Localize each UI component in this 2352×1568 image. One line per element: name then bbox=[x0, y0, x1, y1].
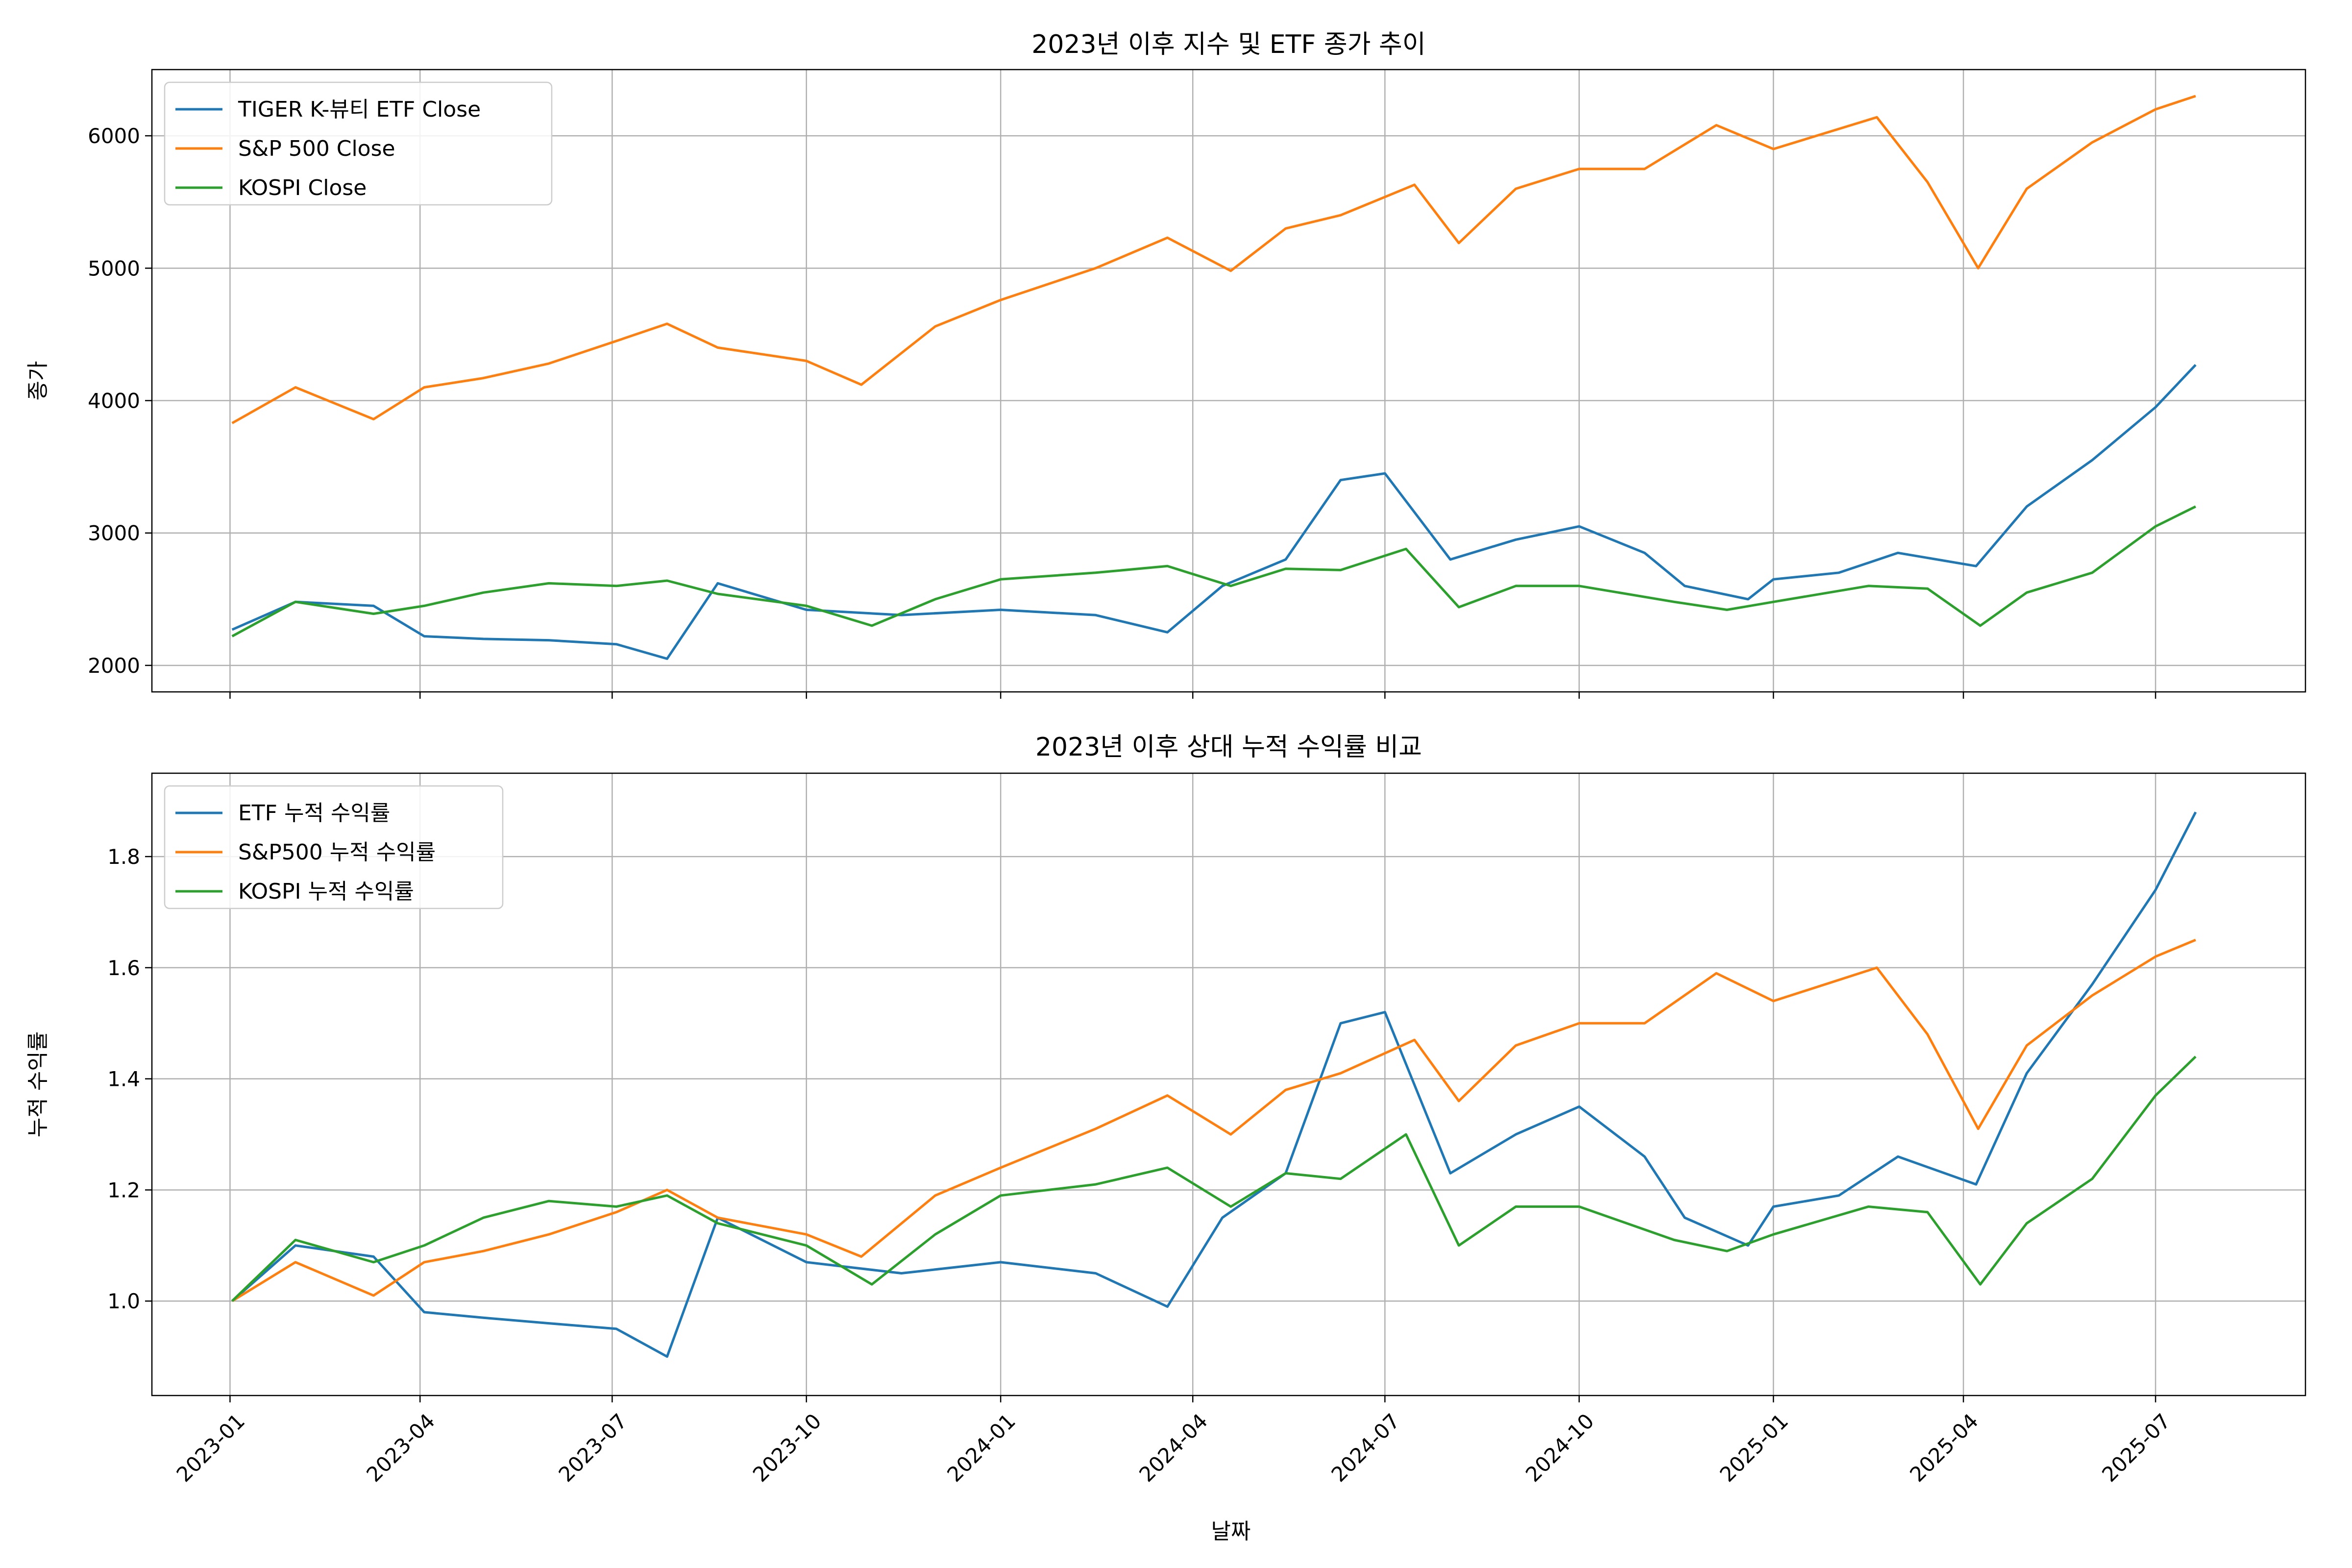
y-axis-label: 누적 수익률 bbox=[25, 1031, 50, 1137]
legend-label-2: KOSPI 누적 수익률 bbox=[238, 879, 414, 904]
x-tick-label: 2024-04 bbox=[1134, 1409, 1212, 1487]
legend-box bbox=[164, 785, 504, 909]
return-panel: 1.0 1.2 1.4 1.6 1.8 2023-01 2023-04 2023-07 2023… bbox=[25, 733, 2306, 1487]
legend-label-1: S&P 500 Close bbox=[238, 136, 395, 161]
x-tick-label: 2025-04 bbox=[1905, 1409, 1983, 1487]
series-line-2 bbox=[231, 1055, 2197, 1302]
legend-label-1: S&P500 누적 수익률 bbox=[238, 840, 436, 865]
y-tick-label: 6000 bbox=[88, 124, 140, 148]
x-tick-label: 2025-07 bbox=[2097, 1409, 2175, 1487]
series-line-0 bbox=[231, 811, 2197, 1358]
legend-box bbox=[164, 81, 553, 206]
y-tick-label: 5000 bbox=[88, 256, 140, 280]
x-tick-label: 2023-10 bbox=[748, 1409, 826, 1487]
y-tick-label: 1.0 bbox=[107, 1289, 140, 1313]
legend-label-2: KOSPI Close bbox=[238, 175, 367, 200]
x-tick-label: 2024-01 bbox=[942, 1409, 1020, 1487]
series-line-1 bbox=[231, 95, 2196, 424]
y-tick-label: 2000 bbox=[88, 654, 140, 678]
y-tick-label: 1.8 bbox=[107, 845, 140, 869]
x-tick-label: 2023-07 bbox=[554, 1409, 632, 1487]
y-tick-label: 3000 bbox=[88, 521, 140, 545]
y-tick-label: 1.4 bbox=[107, 1067, 140, 1091]
y-tick-label: 1.2 bbox=[107, 1178, 140, 1202]
x-tick-label: 2024-07 bbox=[1326, 1409, 1404, 1487]
series-line-1 bbox=[231, 938, 2196, 1302]
y-axis-label: 종가 bbox=[25, 361, 50, 401]
legend-label-0: TIGER K-뷰티 ETF Close bbox=[238, 97, 481, 122]
axes-frame bbox=[151, 69, 2306, 693]
price-panel: 2000 3000 4000 5000 6000 2023년 이후 지수 및 ETF 종가… bbox=[25, 30, 2306, 699]
x-tick-label: 2023-01 bbox=[172, 1409, 250, 1487]
y-tick-label: 4000 bbox=[88, 389, 140, 413]
x-tick-label: 2024-10 bbox=[1521, 1409, 1599, 1487]
chart-title: 2023년 이후 지수 및 ETF 종가 추이 bbox=[1031, 30, 1425, 59]
axes-frame bbox=[151, 772, 2306, 1396]
x-axis-label: 날짜 bbox=[1211, 1519, 1251, 1544]
chart-title: 2023년 이후 상대 누적 수익률 비교 bbox=[1035, 733, 1422, 762]
series-line-0 bbox=[231, 364, 2197, 660]
legend-label-0: ETF 누적 수익률 bbox=[238, 801, 390, 826]
x-tick-label: 2025-01 bbox=[1715, 1409, 1793, 1487]
x-tick-label: 2023-04 bbox=[362, 1409, 440, 1487]
y-tick-label: 1.6 bbox=[107, 956, 140, 980]
series-line-2 bbox=[231, 505, 2197, 637]
